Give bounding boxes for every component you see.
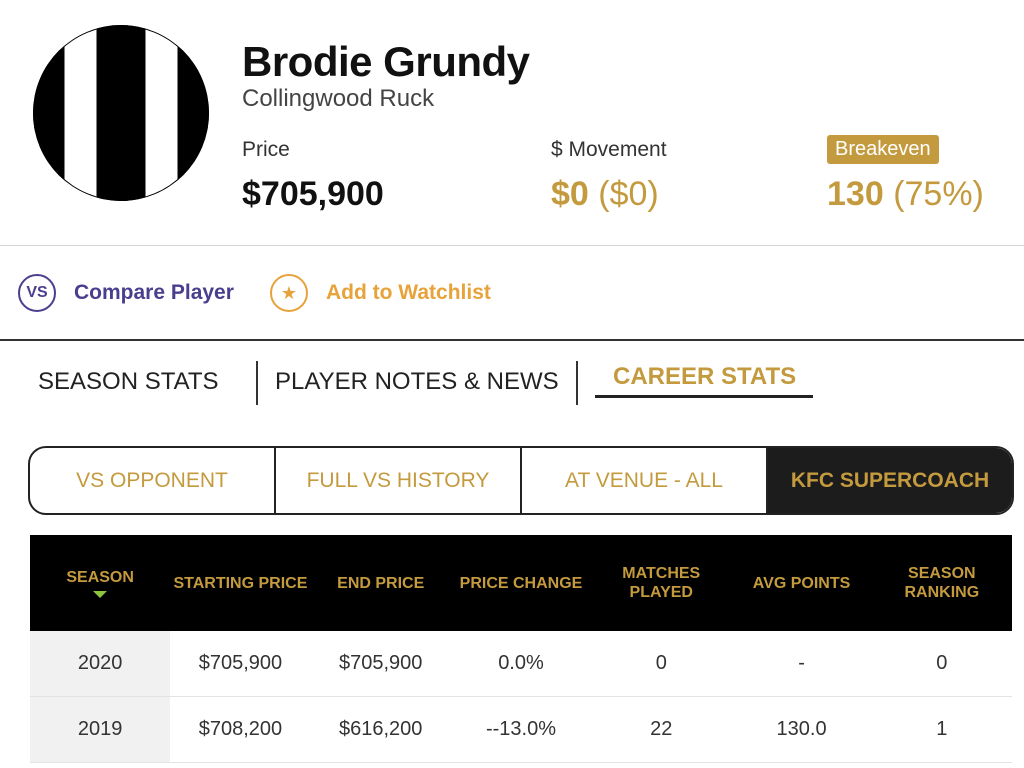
cell-starting-price: $705,900 [198, 652, 283, 674]
player-team-position: Collingwood Ruck [242, 85, 435, 112]
stats-tabs: SEASON STATS PLAYER NOTES & NEWS CAREER … [0, 343, 1024, 423]
tab-divider [576, 361, 578, 405]
player-header: Brodie Grundy Collingwood Ruck Price $70… [0, 0, 1024, 246]
table-row: 2020 $705,900 $705,900 0.0% 0 - 0 [30, 631, 1012, 697]
column-header-label: SEASON [66, 569, 134, 586]
cell-avg-points: 130.0 [776, 718, 827, 740]
column-header-starting-price: STARTING PRICE [173, 574, 308, 592]
column-header-avg-points: AVG POINTS [752, 574, 851, 592]
cell-end-price: $616,200 [338, 718, 423, 740]
cell-price-change: 0.0% [498, 652, 544, 674]
column-header-season[interactable]: SEASON [30, 535, 171, 631]
active-tab-underline [595, 395, 813, 398]
movement-value: $0 [551, 175, 589, 213]
star-icon: ★ [270, 274, 308, 312]
add-to-watchlist-button[interactable]: ★ Add to Watchlist [270, 274, 491, 312]
cell-matches-played: 22 [650, 718, 673, 740]
player-name: Brodie Grundy [242, 38, 530, 85]
cell-avg-points: - [798, 652, 805, 674]
career-stats-subtabs: VS OPPONENT FULL VS HISTORY AT VENUE - A… [28, 446, 1014, 515]
table-header-row: SEASON STARTING PRICE END PRICE PRICE CH… [30, 535, 1012, 631]
breakeven-value: 130 [827, 175, 884, 213]
player-actions: VS Compare Player ★ Add to Watchlist [0, 246, 1024, 341]
cell-season: 2020 [30, 631, 171, 696]
cell-season-ranking: 0 [936, 652, 948, 674]
career-stats-table: SEASON STARTING PRICE END PRICE PRICE CH… [30, 535, 1012, 763]
tab-season-stats[interactable]: SEASON STATS [38, 368, 219, 395]
column-header-end-price: END PRICE [337, 574, 425, 592]
sort-down-icon [93, 591, 108, 598]
cell-season-ranking: 1 [936, 718, 948, 740]
tab-divider [256, 361, 258, 405]
breakeven-paren: (75%) [893, 175, 984, 213]
movement-value-group: $0 ($0) [551, 175, 659, 214]
breakeven-value-group: 130 (75%) [827, 175, 984, 214]
vs-icon: VS [18, 274, 56, 312]
cell-price-change: --13.0% [485, 718, 556, 740]
price-value: $705,900 [242, 175, 384, 213]
column-header-season-ranking: SEASON RANKING [904, 565, 980, 601]
compare-player-label: Compare Player [74, 281, 234, 304]
cell-season: 2019 [30, 697, 171, 762]
compare-player-button[interactable]: VS Compare Player [18, 274, 234, 312]
price-label: Price [242, 138, 290, 161]
subtab-kfc-supercoach[interactable]: KFC SUPERCOACH [768, 448, 1012, 513]
movement-label: $ Movement [551, 138, 667, 161]
cell-matches-played: 0 [655, 652, 667, 674]
team-guernsey-avatar [33, 25, 209, 201]
cell-end-price: $705,900 [338, 652, 423, 674]
tab-player-notes-news[interactable]: PLAYER NOTES & NEWS [275, 368, 559, 395]
add-to-watchlist-label: Add to Watchlist [326, 281, 491, 304]
cell-starting-price: $708,200 [198, 718, 283, 740]
subtab-vs-opponent[interactable]: VS OPPONENT [30, 448, 276, 513]
table-row: 2019 $708,200 $616,200 --13.0% 22 130.0 … [30, 697, 1012, 763]
subtab-at-venue-all[interactable]: AT VENUE - ALL [522, 448, 768, 513]
tab-career-stats[interactable]: CAREER STATS [613, 363, 797, 390]
column-header-matches-played: MATCHES PLAYED [622, 565, 701, 601]
breakeven-badge: Breakeven [827, 135, 939, 164]
subtab-full-vs-history[interactable]: FULL VS HISTORY [276, 448, 522, 513]
column-header-price-change: PRICE CHANGE [459, 574, 583, 592]
movement-paren: ($0) [598, 175, 659, 213]
